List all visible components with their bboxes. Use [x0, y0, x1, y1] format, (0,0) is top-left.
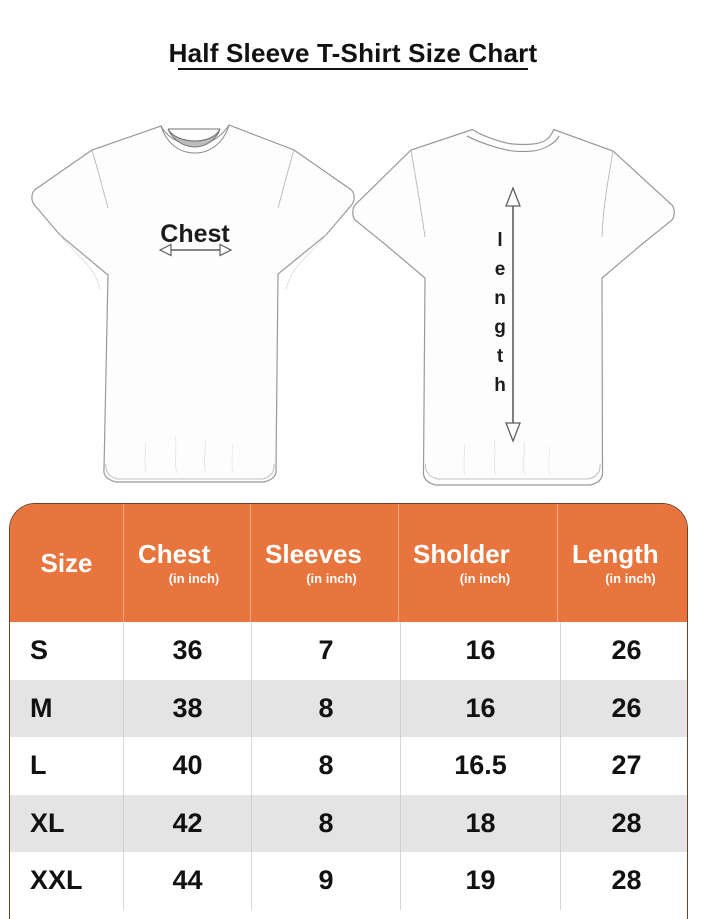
- svg-text:n: n: [494, 288, 506, 309]
- svg-text:e: e: [495, 259, 506, 280]
- svg-text:h: h: [494, 375, 506, 396]
- svg-text:t: t: [497, 346, 504, 367]
- svg-text:l: l: [497, 230, 502, 251]
- svg-text:g: g: [494, 317, 506, 338]
